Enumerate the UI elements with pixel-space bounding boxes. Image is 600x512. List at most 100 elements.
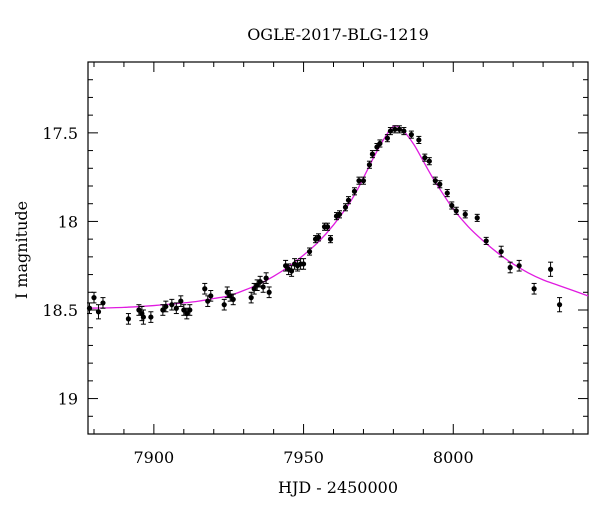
y-tick-label: 17.5 <box>42 124 78 143</box>
y-tick-label: 19 <box>58 390 78 409</box>
data-point-marker <box>462 211 468 217</box>
data-point-marker <box>336 211 343 217</box>
data-point <box>324 222 331 231</box>
data-point <box>230 293 236 306</box>
data-point <box>351 187 358 196</box>
x-tick-label: 8000 <box>433 448 474 467</box>
data-point <box>91 291 97 304</box>
data-point-marker <box>86 305 93 311</box>
data-point-marker <box>356 178 362 184</box>
data-point <box>140 309 146 325</box>
data-point-marker <box>531 286 537 292</box>
data-point-marker <box>257 279 263 285</box>
data-point <box>263 272 269 284</box>
data-point-marker <box>366 162 373 168</box>
data-points <box>86 125 563 325</box>
y-tick-label: 18.5 <box>42 301 78 320</box>
data-point <box>187 304 193 316</box>
data-point <box>437 180 443 189</box>
data-point <box>100 297 106 309</box>
data-point <box>507 261 513 274</box>
data-point <box>136 304 142 316</box>
data-point <box>300 258 307 270</box>
data-point-marker <box>315 234 322 240</box>
data-point-marker <box>208 293 214 299</box>
data-point <box>401 127 407 136</box>
data-point-marker <box>140 314 146 320</box>
data-point-marker <box>100 300 106 306</box>
data-point <box>327 235 334 244</box>
x-axis-label: HJD - 2450000 <box>278 478 398 497</box>
data-point <box>306 247 313 256</box>
data-point <box>462 210 468 219</box>
data-point <box>449 201 455 210</box>
data-point <box>336 210 343 219</box>
data-point <box>474 213 480 222</box>
data-point <box>254 279 260 292</box>
data-point <box>369 150 376 159</box>
data-point-marker <box>342 204 349 210</box>
data-point <box>426 157 432 166</box>
data-point-marker <box>387 128 393 134</box>
data-point <box>86 302 93 315</box>
data-point <box>248 291 254 304</box>
data-point <box>208 290 214 302</box>
data-point-marker <box>547 266 554 272</box>
data-point <box>396 125 402 134</box>
data-point <box>360 176 367 185</box>
data-point-marker <box>516 263 522 269</box>
data-point-marker <box>221 302 227 308</box>
data-point <box>169 298 175 311</box>
data-point-marker <box>498 248 504 255</box>
data-point <box>432 176 438 185</box>
data-point <box>345 196 352 205</box>
data-point <box>498 245 504 258</box>
data-point-marker <box>449 202 455 209</box>
data-point-marker <box>377 140 383 147</box>
data-point-marker <box>374 144 380 150</box>
data-point <box>444 189 450 198</box>
data-point-marker <box>426 158 432 164</box>
data-point-marker <box>169 302 175 308</box>
data-point <box>163 300 169 313</box>
data-point-marker <box>507 264 513 271</box>
data-point-marker <box>91 295 97 301</box>
data-point-marker <box>396 126 402 132</box>
data-point-marker <box>401 128 407 134</box>
data-point <box>342 203 349 212</box>
data-point-marker <box>432 178 438 184</box>
y-axis-label: I magnitude <box>12 201 31 299</box>
data-point <box>283 259 289 272</box>
axis-tick-labels: 17.5 18 18.5 19 7900 7950 8000 <box>42 124 473 467</box>
data-point-marker <box>266 289 272 295</box>
data-point-marker <box>148 314 154 320</box>
data-point-marker <box>408 132 414 138</box>
x-tick-label: 7950 <box>283 448 324 467</box>
data-point <box>366 160 373 169</box>
plot-frame <box>87 61 589 435</box>
data-point <box>531 282 537 295</box>
data-point-marker <box>474 215 480 221</box>
data-point-marker <box>202 286 208 292</box>
data-point <box>202 282 208 295</box>
data-point <box>453 206 459 215</box>
x-tick-label: 7900 <box>134 448 175 467</box>
data-point-marker <box>556 302 563 308</box>
data-point <box>173 302 179 315</box>
data-point-marker <box>125 316 132 322</box>
data-point-marker <box>178 298 184 304</box>
data-point-marker <box>173 305 179 311</box>
data-point-marker <box>300 261 307 267</box>
data-point <box>483 236 489 245</box>
data-point <box>516 259 522 272</box>
data-point <box>356 176 362 185</box>
data-point-marker <box>444 190 450 196</box>
data-point <box>260 281 266 293</box>
data-point-marker <box>263 275 269 281</box>
data-point-marker <box>437 181 443 187</box>
data-point-marker <box>369 151 376 157</box>
data-point-marker <box>205 298 211 304</box>
data-point-marker <box>248 295 254 301</box>
data-point <box>377 139 383 148</box>
